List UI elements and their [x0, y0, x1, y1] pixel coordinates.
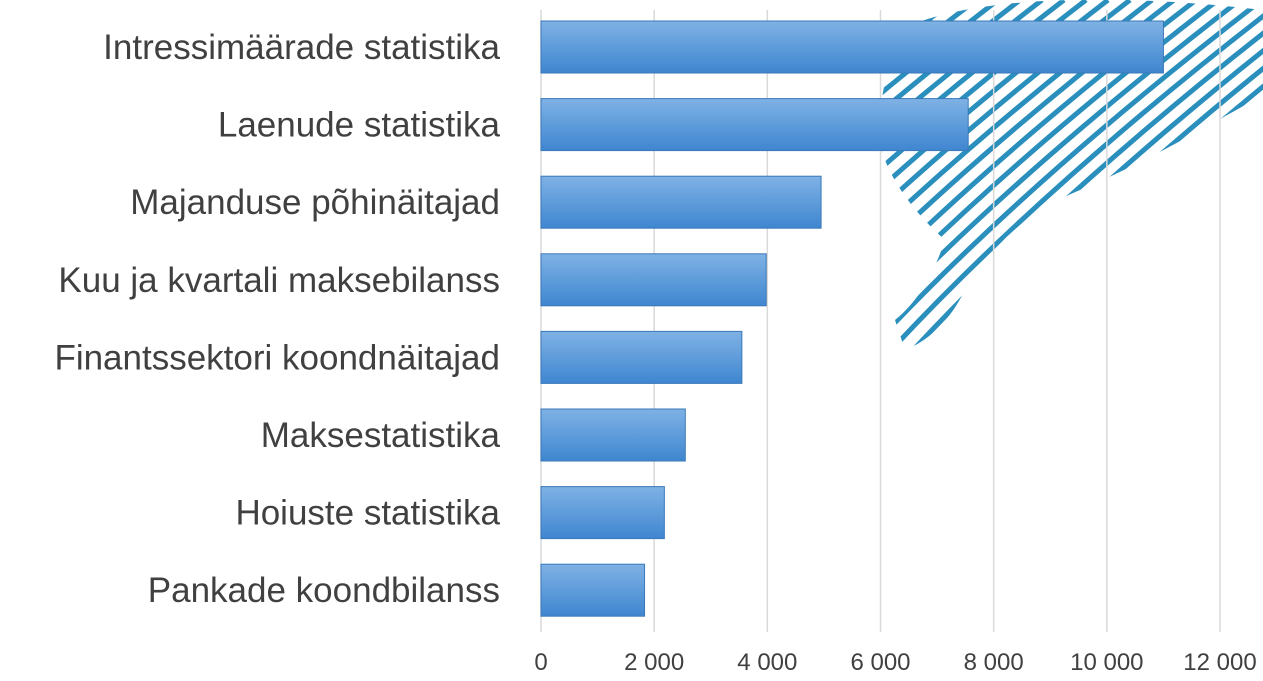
- category-label: Intressimäärade statistika: [103, 28, 500, 67]
- x-tick-label: 4 000: [737, 649, 797, 676]
- bar: [540, 253, 767, 307]
- bar: [540, 408, 686, 462]
- category-labels: Intressimäärade statistika Laenude statis…: [54, 28, 500, 610]
- category-label: Finantssektori koondnäitajad: [54, 338, 500, 377]
- category-label: Pankade koondbilanss: [148, 571, 500, 610]
- x-tick-label: 8 000: [964, 649, 1024, 676]
- bar: [540, 486, 665, 540]
- bar: [540, 20, 1164, 74]
- x-tick-label: 12 000: [1183, 649, 1256, 676]
- bar: [540, 563, 646, 617]
- bar: [540, 175, 822, 229]
- x-tick-label: 6 000: [850, 649, 910, 676]
- gridlines: [540, 10, 1221, 632]
- bar: [540, 330, 743, 384]
- x-tick-label: 2 000: [624, 649, 684, 676]
- x-tick-label: 10 000: [1070, 649, 1143, 676]
- bar: [540, 98, 969, 152]
- category-label: Maksestatistika: [261, 416, 501, 455]
- category-label: Laenude statistika: [218, 106, 501, 145]
- hatch-stroke: [878, 0, 1263, 350]
- hatch-stroke: [878, 0, 1242, 350]
- category-label: Kuu ja kvartali maksebilanss: [58, 261, 500, 300]
- x-axis-tick-labels: 0 2 000 4 000 6 000 8 000 10 000 12 000: [534, 649, 1256, 676]
- category-label: Hoiuste statistika: [235, 494, 500, 533]
- bars: [540, 20, 1164, 617]
- x-tick-label: 0: [534, 649, 547, 676]
- category-label: Majanduse põhinäitajad: [130, 183, 500, 222]
